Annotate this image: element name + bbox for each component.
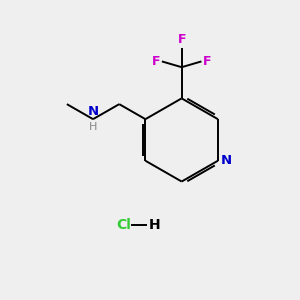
Text: N: N (88, 105, 99, 118)
Text: Cl: Cl (116, 218, 131, 233)
Text: F: F (152, 55, 160, 68)
Text: F: F (203, 55, 212, 68)
Text: H: H (149, 218, 161, 233)
Text: H: H (89, 122, 97, 132)
Text: F: F (177, 33, 186, 46)
Text: N: N (221, 154, 232, 167)
